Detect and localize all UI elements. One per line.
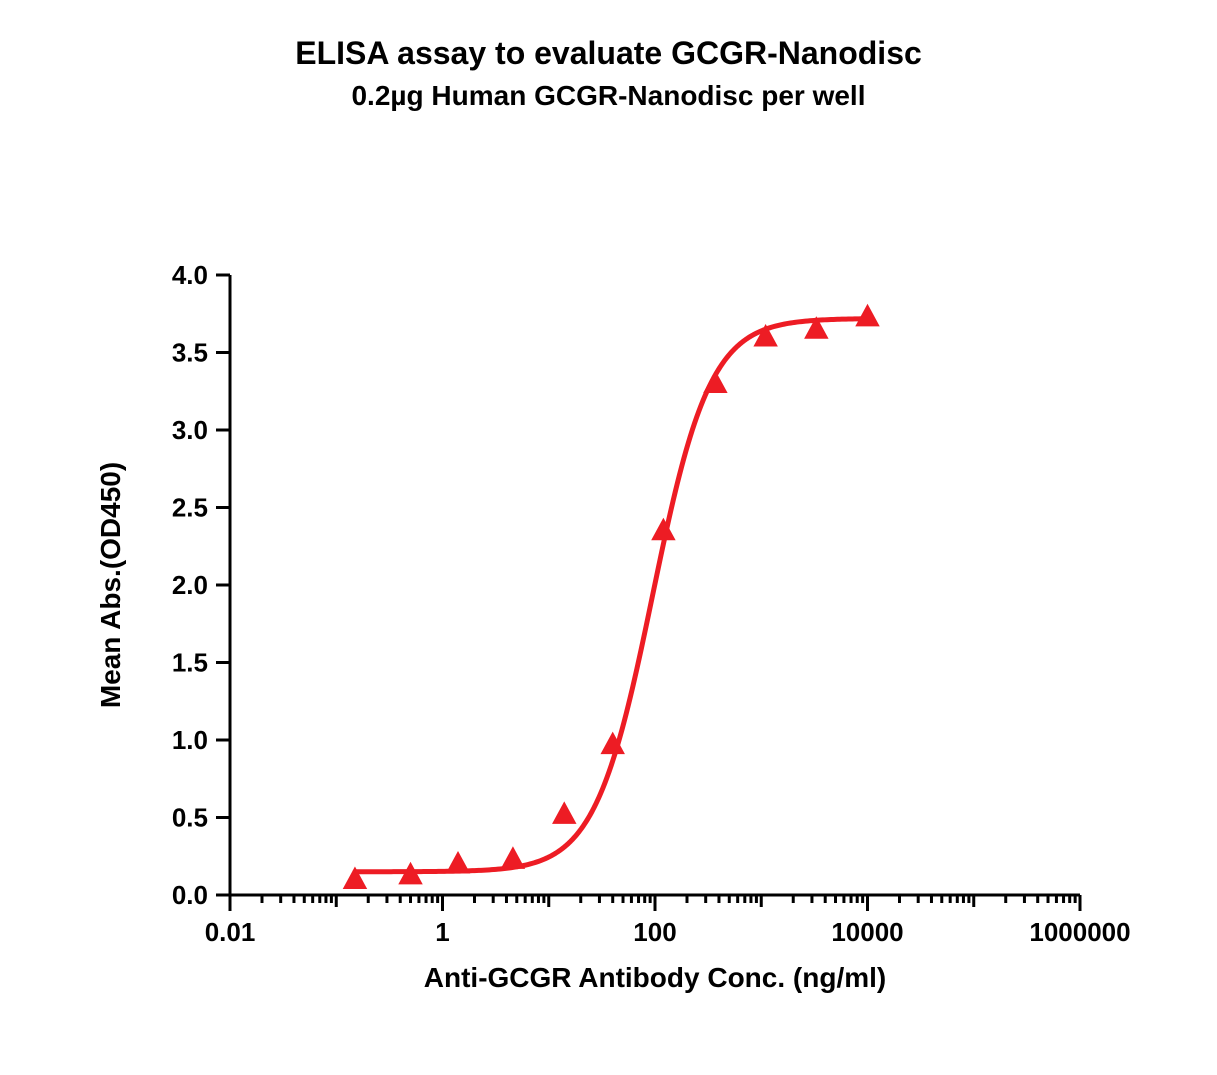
y-tick-label: 2.5 xyxy=(172,493,208,523)
data-marker xyxy=(652,519,675,540)
x-axis-label: Anti-GCGR Antibody Conc. (ng/ml) xyxy=(424,962,886,993)
y-tick-label: 4.0 xyxy=(172,260,208,290)
y-axis-label: Mean Abs.(OD450) xyxy=(95,462,126,708)
y-tick-label: 2.0 xyxy=(172,570,208,600)
y-tick-label: 0.0 xyxy=(172,880,208,910)
fit-curve xyxy=(355,319,868,872)
y-tick-label: 3.0 xyxy=(172,415,208,445)
y-tick-label: 3.5 xyxy=(172,338,208,368)
x-tick-label: 1 xyxy=(435,917,449,947)
y-tick-label: 1.0 xyxy=(172,725,208,755)
x-tick-label: 100 xyxy=(633,917,676,947)
chart-title-sub: 0.2µg Human GCGR-Nanodisc per well xyxy=(0,80,1217,112)
data-marker xyxy=(856,305,879,326)
x-tick-label: 10000 xyxy=(831,917,903,947)
y-tick-label: 1.5 xyxy=(172,648,208,678)
elisa-chart: 0.0 0.5 1.0 1.5 2.0 2.5 3.0 3.5 4.0 0.01 1 100 10000… xyxy=(0,0,1217,1075)
data-marker xyxy=(704,372,727,393)
data-marker xyxy=(447,852,470,873)
figure-container: ELISA assay to evaluate GCGR-Nanodisc 0.… xyxy=(0,0,1217,1075)
x-tick-label: 1000000 xyxy=(1029,917,1130,947)
x-tick-label: 0.01 xyxy=(205,917,256,947)
chart-title-main: ELISA assay to evaluate GCGR-Nanodisc xyxy=(0,35,1217,72)
data-marker xyxy=(553,802,576,823)
y-tick-label: 0.5 xyxy=(172,803,208,833)
data-marker xyxy=(502,847,525,868)
